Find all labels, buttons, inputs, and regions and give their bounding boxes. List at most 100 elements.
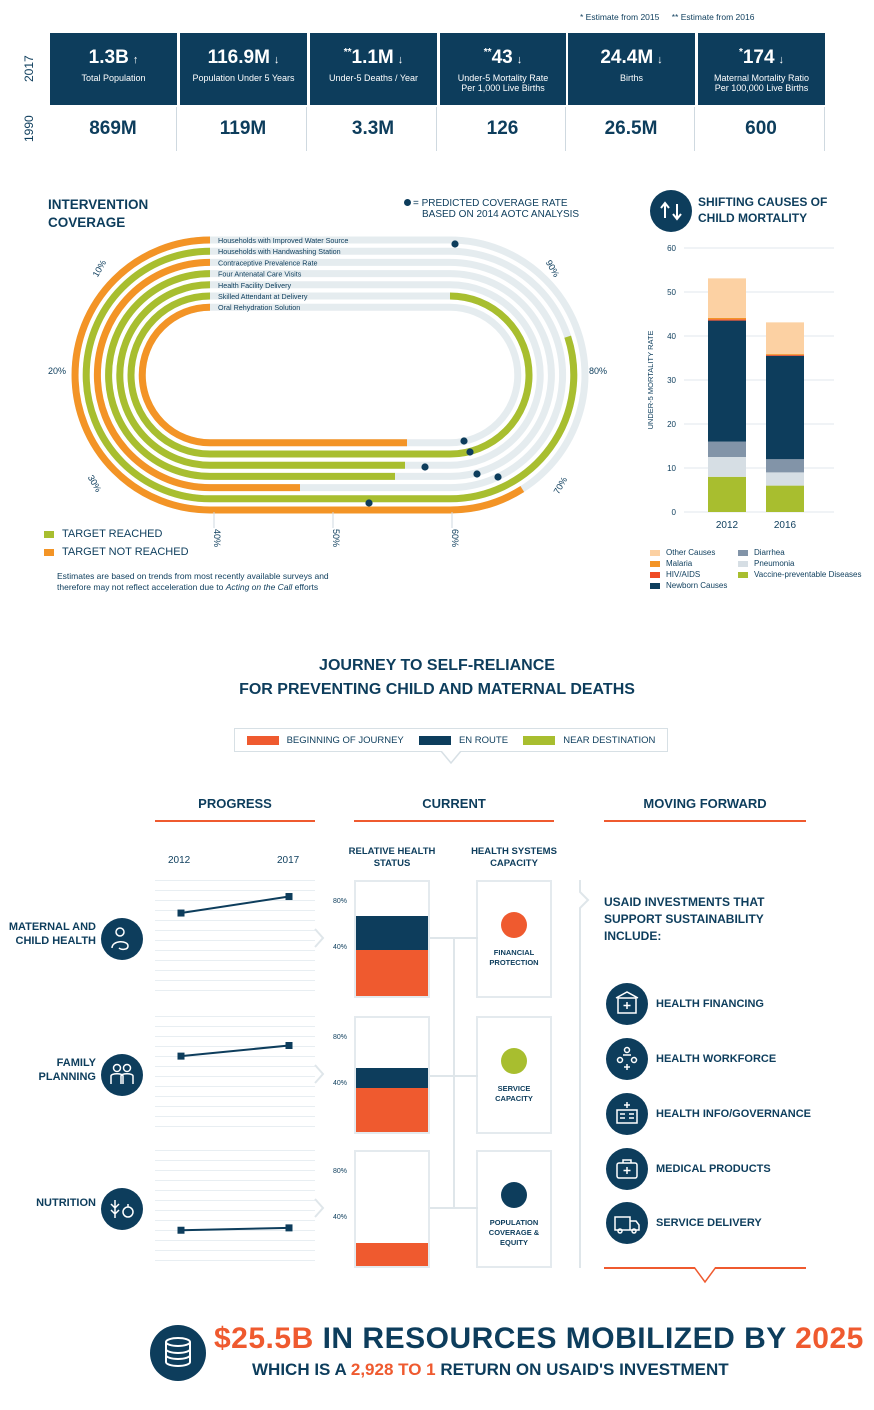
legend-target-not-reached: TARGET NOT REACHED: [44, 546, 189, 558]
progress-line: [180, 1226, 290, 1232]
stat-value-text: 1.1M: [351, 47, 394, 68]
coverage-item-label: Contraceptive Prevalence Rate: [218, 258, 317, 267]
stat-1990-5: 600: [698, 107, 825, 151]
current-heading: CURRENT: [422, 796, 486, 811]
predicted-coverage-dot: [466, 448, 474, 456]
current-rule: [354, 820, 554, 822]
coverage-item-label: Households with Improved Water Source: [218, 236, 348, 245]
relative-health-status-heading: RELATIVE HEALTH STATUS: [348, 846, 436, 870]
pct-40-label: 40%: [333, 1080, 348, 1087]
coverage-item-label: Skilled Attendant at Delivery: [218, 292, 308, 301]
ambulance-icon: [606, 1202, 648, 1244]
investment-item: HEALTH WORKFORCE: [606, 1038, 776, 1080]
row-label: MATERNAL AND CHILD HEALTH: [8, 921, 96, 948]
bar-segment: [766, 355, 804, 460]
mother-child-icon: [101, 918, 143, 960]
forward-pointer: [693, 1267, 717, 1284]
bar-segment: [708, 457, 746, 477]
estimate-mark: *: [738, 47, 743, 58]
progress-line: [180, 1044, 290, 1058]
stat-label: Total Population: [81, 73, 146, 83]
forward-bracket: [579, 880, 590, 1268]
pct-80-label: 80%: [333, 1034, 348, 1041]
status-bar-beginning: [356, 950, 428, 996]
journey-legend-item: EN ROUTE: [418, 735, 508, 746]
status-bar-en-route: [356, 1068, 428, 1088]
legend-swatch: [738, 549, 748, 556]
legend-item: Newborn Causes: [650, 581, 727, 590]
stat-1990-3: 126: [440, 107, 566, 151]
coverage-segment: [71, 236, 525, 514]
moving-forward-rule: [604, 820, 806, 822]
health-status-box: [354, 1150, 430, 1268]
stat-label: Maternal Mortality Ratio: [713, 73, 810, 83]
predicted-coverage-dot: [365, 499, 373, 507]
health-workers-icon: [606, 1038, 648, 1080]
bar-segment: [766, 485, 804, 512]
coverage-item-label: Health Facility Delivery: [218, 281, 291, 290]
bar-segment: [708, 278, 746, 318]
bar-segment: [708, 319, 746, 321]
journey-legend-label: NEAR DESTINATION: [563, 734, 656, 746]
legend-label: Vaccine-preventable Diseases: [754, 570, 862, 579]
trend-arrow-icon: ↓: [657, 54, 663, 66]
journey-legend-swatch: [418, 735, 451, 745]
legend-label: HIV/AIDS: [666, 570, 701, 579]
y-tick-label: 0: [672, 508, 677, 517]
stat-current-1: 116.9M ↓ Population Under 5 Years: [180, 33, 307, 105]
pct-80-label: 80%: [333, 1168, 348, 1175]
pct-40-label: 40%: [333, 944, 348, 951]
year-start-label: 2012: [168, 855, 191, 866]
stat-value: **43 ↓: [440, 47, 566, 69]
coverage-tick-label: 30%: [86, 473, 104, 494]
coverage-segment: [105, 270, 395, 480]
coverage-track-bg: [127, 292, 533, 458]
journey-legend-label: BEGINNING OF JOURNEY: [286, 734, 404, 746]
predicted-coverage-dot: [460, 437, 468, 445]
coverage-tick-label: 60%: [450, 529, 460, 547]
predicted-coverage-dot: [494, 473, 502, 481]
progress-chart: [155, 880, 315, 998]
row-pointer: [314, 928, 325, 948]
bar-segment: [766, 459, 804, 473]
coverage-segment: [138, 303, 407, 447]
y-tick-label: 20: [667, 420, 676, 429]
progress-line-chart: [177, 893, 293, 917]
resources-headline: $25.5B IN RESOURCES MOBILIZED BY 2025: [214, 1322, 864, 1355]
bar-segment: [708, 320, 746, 442]
stat-value: 116.9M ↓: [180, 47, 307, 69]
estimate-mark: **: [343, 47, 352, 58]
stat-current-3: **43 ↓ Under-5 Mortality Rate Per 1,000 Liv…: [440, 33, 566, 105]
trend-arrow-icon: ↓: [273, 54, 280, 66]
predicted-coverage-dot: [421, 463, 429, 471]
stat-1990-2: 3.3M: [310, 107, 437, 151]
predicted-dot-icon: [404, 199, 411, 206]
stat-value: 1.3B ↑: [50, 47, 177, 69]
y-tick-label: 50: [667, 288, 676, 297]
legend-label: Other Causes: [666, 548, 716, 557]
legend-target-reached: TARGET REACHED: [44, 528, 162, 540]
health-systems-capacity-heading: HEALTH SYSTEMS CAPACITY: [471, 846, 557, 870]
coverage-footnote: Estimates are based on trends from most …: [57, 571, 329, 593]
stat-value: *174 ↓: [698, 47, 825, 69]
stat-label: Under-5 Deaths / Year: [328, 73, 419, 83]
shifting-arrows-icon: [650, 190, 692, 232]
coverage-tick-label: 10%: [91, 258, 109, 279]
stat-value-text: 116.9M: [207, 47, 270, 68]
journey-legend-pointer: [440, 751, 462, 765]
bar-segment: [766, 322, 804, 355]
coverage-segment: [116, 281, 405, 469]
status-bar-beginning: [356, 1243, 428, 1266]
estimate-mark: **: [483, 47, 492, 58]
legend-label: Malaria: [666, 559, 693, 568]
legend-swatch: [738, 560, 748, 567]
stat-1990-4: 26.5M: [568, 107, 695, 151]
bar-segment: [766, 354, 804, 356]
status-bar-beginning: [356, 1087, 428, 1132]
y-tick-label: 10: [667, 464, 676, 473]
y-axis-label: UNDER-5 MORTALITY RATE: [646, 330, 655, 429]
year-end-label: 2017: [277, 855, 300, 866]
journey-legend-item: NEAR DESTINATION: [523, 735, 655, 746]
legend-label: Pneumonia: [754, 559, 795, 568]
investment-label: SERVICE DELIVERY: [656, 1217, 762, 1229]
